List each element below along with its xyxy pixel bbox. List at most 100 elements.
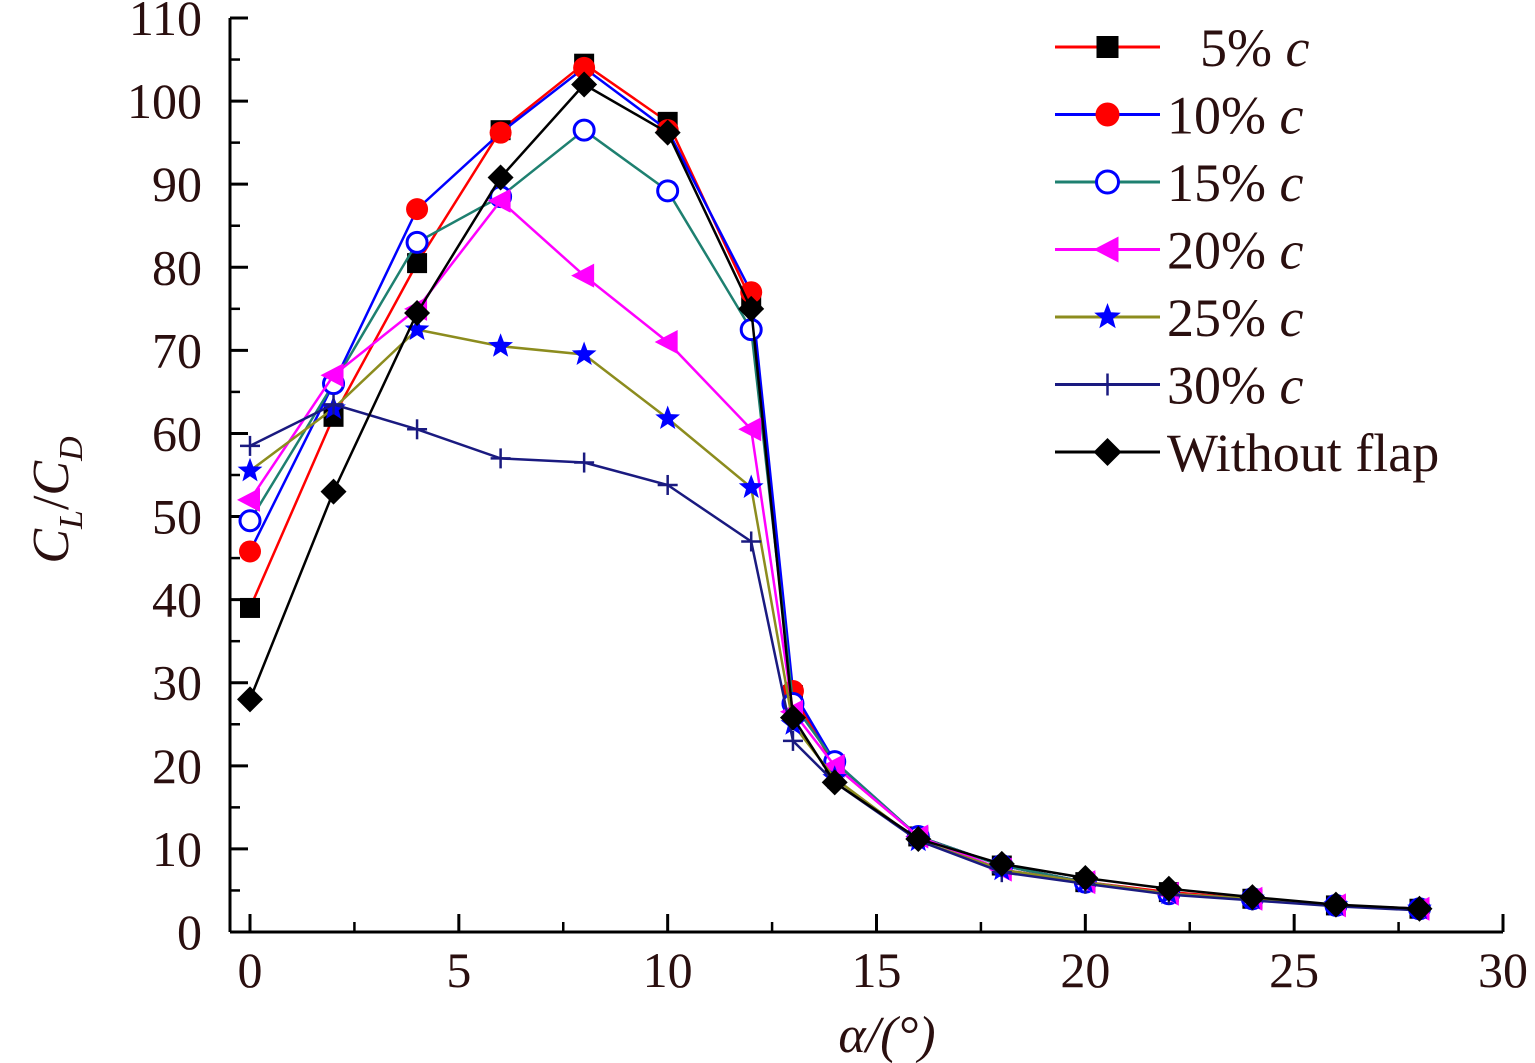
data-point bbox=[779, 704, 806, 731]
x-tick-label: 10 bbox=[643, 942, 693, 998]
legend-item: 10% c bbox=[1055, 86, 1303, 146]
data-point bbox=[237, 487, 260, 512]
y-tick-label: 100 bbox=[127, 73, 202, 129]
data-point bbox=[406, 198, 429, 221]
data-point bbox=[571, 71, 598, 98]
y-tick-label: 90 bbox=[152, 156, 202, 212]
y-tick-label: 70 bbox=[152, 322, 202, 378]
y-label-sub-l: L bbox=[53, 510, 90, 530]
legend-label-name: 15% bbox=[1167, 153, 1266, 213]
series-6 bbox=[237, 71, 1433, 922]
legend-item: 25% c bbox=[1055, 288, 1303, 348]
data-point bbox=[654, 330, 678, 355]
y-label-c1: C bbox=[23, 528, 80, 564]
legend-item: 20% c bbox=[1055, 221, 1303, 281]
legend-label: 10% c bbox=[1167, 86, 1303, 146]
legend-label-name: 5% bbox=[1200, 18, 1272, 78]
y-tick-label: 10 bbox=[152, 821, 202, 877]
y-tick-label: 40 bbox=[152, 572, 202, 628]
y-tick-label: 80 bbox=[152, 239, 202, 295]
legend-label-name: Without flap bbox=[1167, 423, 1439, 483]
legend-item: 30% c bbox=[1055, 356, 1303, 416]
data-point bbox=[1406, 895, 1433, 922]
data-point bbox=[240, 435, 260, 456]
data-point bbox=[1155, 875, 1182, 902]
y-tick-label: 110 bbox=[129, 0, 202, 46]
data-point bbox=[237, 686, 263, 713]
legend-label-name: 30% bbox=[1167, 356, 1266, 416]
x-axis-label: α/(°) bbox=[838, 1007, 935, 1063]
data-point bbox=[821, 769, 848, 796]
y-label-sub-d: D bbox=[53, 436, 90, 462]
data-point bbox=[487, 188, 511, 213]
data-point bbox=[571, 341, 597, 365]
legend-label-unit: c bbox=[1266, 356, 1304, 416]
data-point bbox=[490, 448, 511, 469]
legend-marker bbox=[1096, 36, 1119, 58]
legend-label: 25% c bbox=[1167, 288, 1303, 348]
legend-label: 15% c bbox=[1167, 153, 1303, 213]
legend-marker bbox=[1093, 438, 1122, 466]
data-point bbox=[488, 333, 513, 357]
data-point bbox=[574, 452, 595, 473]
data-point bbox=[739, 318, 763, 342]
data-point bbox=[655, 405, 680, 429]
legend-label-unit: c bbox=[1266, 86, 1304, 146]
y-tick-label: 60 bbox=[152, 405, 202, 461]
legend-item: 15% c bbox=[1055, 153, 1303, 213]
data-point bbox=[404, 299, 431, 326]
series-line bbox=[249, 403, 1420, 912]
data-point bbox=[656, 179, 680, 203]
data-point bbox=[572, 118, 596, 142]
legend-label: Without flap bbox=[1167, 423, 1439, 483]
data-point bbox=[404, 316, 430, 341]
y-tick-label: 30 bbox=[152, 655, 202, 711]
y-axis-label: CL/CD bbox=[23, 436, 90, 564]
data-point bbox=[905, 825, 932, 852]
data-point bbox=[741, 531, 762, 552]
legend-label-unit: c bbox=[1272, 18, 1310, 78]
data-point bbox=[239, 540, 261, 563]
legend-marker bbox=[1096, 373, 1119, 396]
x-axis: 0 5 10 15 20 25 30 bbox=[238, 914, 1528, 998]
x-tick-label: 25 bbox=[1269, 942, 1319, 998]
data-point bbox=[238, 509, 262, 533]
data-point bbox=[407, 253, 428, 274]
data-point bbox=[320, 478, 347, 505]
legend-label-unit: c bbox=[1266, 288, 1304, 348]
y-tick-label: 20 bbox=[152, 738, 202, 794]
legend-label-name: 20% bbox=[1167, 221, 1266, 281]
data-point bbox=[240, 597, 260, 618]
x-tick-label: 20 bbox=[1060, 942, 1110, 998]
data-point bbox=[1239, 884, 1266, 911]
data-point bbox=[573, 56, 596, 79]
legend-label: 5% c bbox=[1200, 18, 1309, 78]
legend-label: 30% c bbox=[1167, 356, 1303, 416]
data-point bbox=[654, 119, 681, 146]
data-point bbox=[1322, 891, 1349, 918]
series-line bbox=[249, 328, 1420, 910]
data-point bbox=[988, 850, 1015, 877]
legend-label: 20% c bbox=[1167, 221, 1303, 281]
y-tick-label: 0 bbox=[177, 904, 202, 960]
data-point bbox=[738, 295, 765, 322]
data-point bbox=[489, 121, 512, 144]
data-point bbox=[782, 730, 803, 751]
svg-text:CL/CD: CL/CD bbox=[23, 436, 90, 564]
legend-label-unit: c bbox=[1266, 221, 1304, 281]
x-tick-label: 0 bbox=[238, 942, 263, 998]
data-point bbox=[821, 753, 845, 778]
legend-label-name: 25% bbox=[1167, 288, 1266, 348]
legend-item: 5% c bbox=[1055, 18, 1309, 78]
data-point bbox=[323, 394, 344, 415]
x-tick-label: 30 bbox=[1478, 942, 1528, 998]
data-point bbox=[237, 457, 263, 482]
x-tick-label: 5 bbox=[446, 942, 471, 998]
legend-marker bbox=[1095, 102, 1120, 127]
data-point bbox=[487, 164, 514, 191]
legend-marker bbox=[1094, 303, 1121, 329]
data-point bbox=[738, 474, 764, 498]
legend-label-unit: c bbox=[1266, 153, 1304, 213]
